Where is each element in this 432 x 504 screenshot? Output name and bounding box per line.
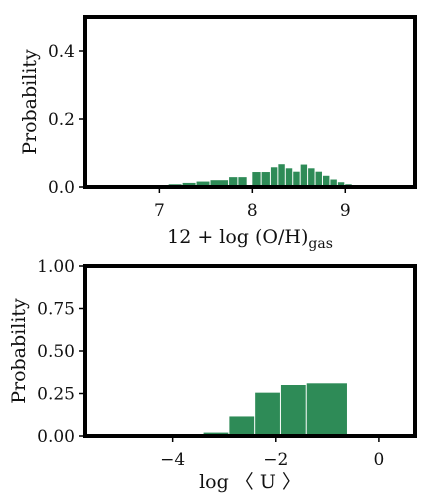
metallicity-bar-13	[300, 164, 308, 187]
ionization-y-axis-title: Probability	[8, 298, 30, 404]
ionization-bar-3	[280, 385, 306, 436]
metallicity-bar-16	[322, 175, 330, 187]
metallicity-y-ticks: 0.0 0.2 0.4	[48, 42, 85, 198]
ionization-y-tick-label: 0.75	[37, 300, 75, 320]
ionization-x-tick-label: −2	[263, 450, 288, 470]
metallicity-y-axis-title: Probability	[19, 49, 41, 155]
ionization-histogram: 0.00 0.25 0.50 0.75 1.00 −4 −2 0 Probability l…	[8, 257, 417, 493]
ionization-bars	[203, 383, 347, 436]
metallicity-bar-14	[308, 168, 315, 187]
metallicity-bar-6	[238, 177, 247, 187]
ionization-bar-2	[255, 392, 280, 436]
metallicity-bar-18	[337, 182, 345, 187]
metallicity-bar-8	[261, 172, 270, 187]
metallicity-bar-4	[210, 180, 229, 187]
ionization-y-tick-label: 1.00	[37, 257, 75, 277]
metallicity-bar-5	[229, 177, 238, 187]
metallicity-bar-11	[285, 168, 293, 187]
metallicity-x-tick-label: 8	[247, 201, 258, 221]
metallicity-axes-frame	[83, 15, 417, 189]
metallicity-bar-10	[278, 164, 285, 187]
ionization-axes-frame	[83, 264, 417, 438]
metallicity-x-axis-subscript: gas	[308, 236, 333, 252]
metallicity-y-tick-label: 0.4	[48, 42, 75, 62]
metallicity-x-axis-main: 12 + log (O/H)	[167, 226, 308, 248]
metallicity-bar-2	[182, 182, 196, 187]
ionization-bar-4	[306, 383, 347, 436]
ionization-x-tick-label: 0	[373, 450, 384, 470]
metallicity-x-tick-label: 9	[340, 201, 351, 221]
metallicity-bar-12	[293, 171, 300, 187]
ionization-x-ticks: −4 −2 0	[160, 436, 384, 470]
ionization-x-tick-label: −4	[160, 450, 185, 470]
metallicity-x-tick-label: 7	[154, 201, 165, 221]
ionization-y-tick-label: 0.25	[37, 385, 75, 405]
metallicity-bar-17	[330, 179, 337, 187]
metallicity-histogram: 0.0 0.2 0.4 7 8 9 Probability 12 + log (O/H)…	[19, 15, 417, 252]
metallicity-bars	[159, 164, 352, 187]
metallicity-bar-9	[270, 167, 278, 187]
metallicity-y-tick-label: 0.0	[48, 178, 75, 198]
metallicity-x-axis-title: 12 + log (O/H)gas	[167, 226, 333, 252]
ionization-bar-1	[229, 416, 255, 436]
ionization-y-tick-label: 0.50	[37, 342, 75, 362]
metallicity-y-tick-label: 0.2	[48, 110, 75, 130]
metallicity-x-ticks: 7 8 9	[154, 187, 351, 221]
metallicity-bar-7	[252, 172, 261, 187]
ionization-y-tick-label: 0.00	[37, 427, 75, 447]
metallicity-bar-15	[315, 171, 322, 187]
metallicity-bar-3	[196, 181, 210, 187]
ionization-x-axis-title: log 〈 U 〉	[199, 471, 301, 493]
ionization-y-ticks: 0.00 0.25 0.50 0.75 1.00	[37, 257, 85, 447]
